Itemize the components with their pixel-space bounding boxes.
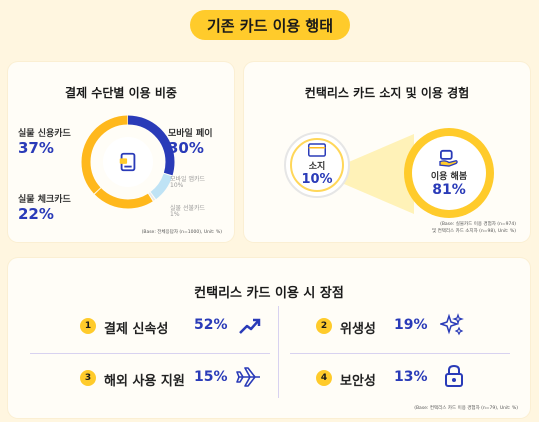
use-value: 81%: [432, 181, 466, 198]
use-circle: 이용 해봄 81%: [412, 136, 486, 210]
advantages-card: 컨택리스 카드 이용 시 장점 1 결제 신속성 52% 2 위생성 19% 3…: [8, 258, 530, 418]
donut-segment: [81, 115, 175, 209]
own-circle-inner: 소지 10%: [290, 138, 344, 192]
payment-footnote: (Base: 전체응답자 (n=1000), Unit: %): [141, 230, 222, 235]
row-divider: [30, 353, 270, 354]
badge-3: 3: [80, 370, 96, 386]
adv-value-4: 13%: [394, 369, 428, 385]
column-divider: [278, 306, 279, 398]
donut-segment: [81, 115, 175, 209]
label-mobile-pay: 모바일 페이: [168, 129, 213, 139]
contactless-footnote-1: (Base: 실물카드 이용 경험자 (n=974): [440, 222, 516, 227]
payment-donut-chart: [81, 115, 175, 209]
lock-icon: [445, 364, 463, 387]
page-title: 기존 카드 이용 행태: [190, 10, 350, 40]
adv-value-1: 52%: [194, 317, 228, 333]
own-label: 소지: [308, 162, 326, 172]
label-physical-prepaid: 실물 선불카드: [170, 205, 206, 212]
label-physical-credit: 실물 신용카드: [18, 129, 71, 139]
label-mobile-app: 모바일 앱카드: [170, 176, 206, 183]
advantages-card-title: 컨택리스 카드 이용 시 장점: [194, 286, 344, 301]
contactless-card-title: 컨택리스 카드 소지 및 이용 경험: [304, 86, 470, 100]
card-outline-icon: [308, 143, 326, 157]
own-value: 10%: [301, 172, 333, 187]
row-divider: [290, 353, 510, 354]
airplane-icon: [236, 367, 260, 387]
donut-segment: [81, 115, 175, 209]
use-label: 이용 해봄: [430, 171, 468, 182]
payment-share-card: 결제 수단별 이용 비중 실물 신용카드 37% 모바일 페이 30% 실물 체…: [8, 62, 234, 242]
badge-2: 2: [316, 318, 332, 334]
adv-label-2: 위생성: [340, 322, 376, 337]
adv-label-3: 해외 사용 지원: [104, 374, 185, 389]
trend-up-icon: [239, 318, 261, 334]
value-physical-check: 22%: [18, 205, 54, 223]
adv-label-1: 결제 신속성: [104, 322, 169, 337]
contactless-card: 컨택리스 카드 소지 및 이용 경험 소지 10% 이용 해봄 81% (Bas…: [244, 62, 530, 242]
badge-1: 1: [80, 318, 96, 334]
sparkle-icon: [440, 313, 464, 336]
badge-4: 4: [316, 370, 332, 386]
card-icon: [103, 137, 153, 187]
adv-value-3: 15%: [194, 369, 228, 385]
contactless-footnote-2: 및 컨택리스 카드 소지자 (n=98), Unit: %): [432, 229, 516, 234]
payment-card-title: 결제 수단별 이용 비중: [65, 86, 177, 100]
connector-shape: [344, 134, 414, 214]
value-mobile-pay: 30%: [168, 139, 204, 157]
adv-value-2: 19%: [394, 317, 428, 333]
tap-hand-icon: [439, 149, 458, 167]
advantages-footnote: (Base: 컨택리스 카드 이용 경험자 (n=79), Unit: %): [414, 406, 518, 411]
value-physical-credit: 37%: [18, 139, 54, 157]
label-physical-check: 실물 체크카드: [18, 195, 71, 205]
value-mobile-app: 10%: [170, 182, 184, 189]
adv-label-4: 보안성: [340, 374, 376, 389]
value-physical-prepaid: 1%: [170, 211, 180, 218]
